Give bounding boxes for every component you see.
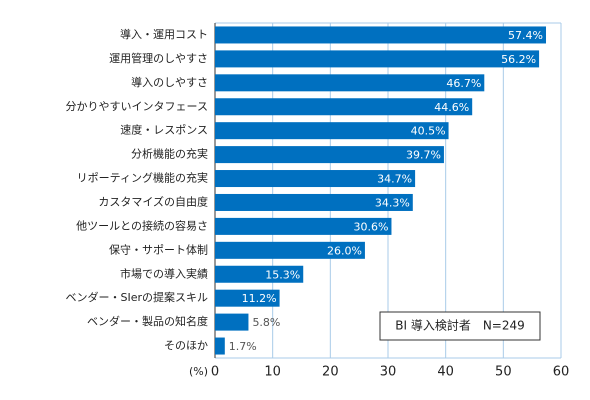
x-tick-label: 50 [495, 365, 512, 380]
x-tick-label: 60 [553, 365, 570, 380]
data-label: 40.5% [411, 125, 446, 138]
y-tick-label: 分かりやすいインタフェース [66, 100, 208, 113]
data-label: 57.4% [508, 29, 543, 42]
bar [215, 313, 249, 331]
bar [215, 74, 485, 92]
x-tick-label: 20 [322, 365, 339, 380]
bar [215, 217, 392, 235]
y-tick-label: ベンダー・製品の知名度 [87, 314, 208, 328]
x-tick-label: 10 [264, 365, 281, 380]
y-tick-label: 保守・サポート体制 [109, 242, 208, 256]
data-label: 56.2% [501, 53, 536, 66]
bar [215, 193, 413, 211]
bar [215, 265, 304, 283]
data-label: 34.3% [375, 196, 410, 209]
bar [215, 122, 449, 140]
bar [215, 170, 416, 188]
data-label: 30.6% [354, 220, 389, 233]
bar [215, 26, 547, 44]
y-tick-label: 導入のしやすさ [131, 75, 208, 89]
data-label: 1.7% [229, 340, 257, 353]
y-tick-label: カスタマイズの自由度 [98, 194, 208, 208]
y-tick-label: 他ツールとの接続の容易さ [76, 218, 208, 232]
bar [215, 337, 225, 355]
y-tick-label: リポーティング機能の充実 [77, 171, 208, 185]
y-tick-label: ベンダー・SIerの提案スキル [65, 290, 208, 304]
annotation: BI 導入検討者 N=249 [395, 318, 525, 333]
bar [215, 146, 444, 164]
y-tick-label: 導入・運用コスト [120, 27, 208, 41]
bar [215, 289, 280, 307]
annotation-box [379, 311, 541, 341]
bar [215, 50, 540, 68]
data-label: 15.3% [265, 268, 300, 281]
y-tick-label: 分析機能の充実 [131, 147, 208, 161]
data-label: 44.6% [434, 101, 469, 114]
data-label: 11.2% [242, 292, 277, 305]
x-axis-label: (%) [189, 365, 208, 378]
x-tick-label: 0 [211, 365, 219, 380]
y-tick-label: 速度・レスポンス [120, 123, 208, 137]
data-label: 46.7% [446, 77, 481, 90]
data-label: 26.0% [327, 244, 362, 257]
y-tick-label: そのほか [164, 339, 208, 352]
y-tick-label: 運用管理のしやすさ [109, 51, 208, 65]
x-tick-label: 40 [437, 365, 454, 380]
bar [215, 98, 473, 116]
bar [215, 241, 365, 259]
x-tick-label: 30 [380, 365, 397, 380]
y-tick-label: 市場での導入実績 [120, 266, 208, 280]
data-label: 5.8% [252, 316, 280, 329]
data-label: 39.7% [406, 149, 441, 162]
data-label: 34.7% [377, 173, 412, 186]
